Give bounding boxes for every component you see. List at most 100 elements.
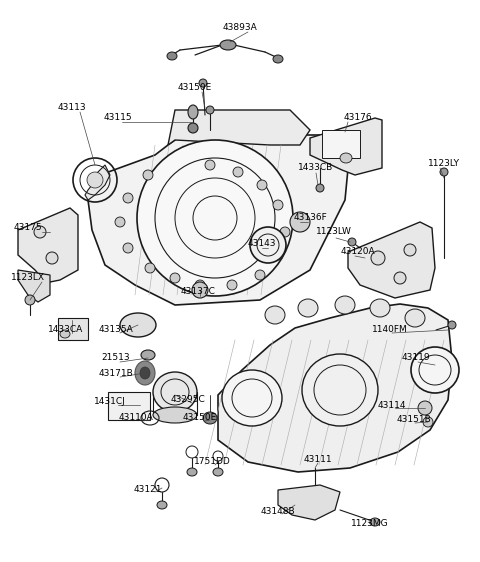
Ellipse shape (157, 501, 167, 509)
Text: 43120A: 43120A (341, 247, 375, 256)
Ellipse shape (195, 280, 205, 290)
Ellipse shape (298, 299, 318, 317)
Ellipse shape (418, 401, 432, 415)
Ellipse shape (153, 407, 197, 423)
Ellipse shape (255, 270, 265, 280)
Text: 43136F: 43136F (293, 214, 327, 223)
Bar (58, 318, 88, 340)
Text: 43151B: 43151B (396, 415, 432, 424)
Ellipse shape (140, 367, 150, 379)
Ellipse shape (170, 273, 180, 283)
Text: 21513: 21513 (102, 353, 130, 362)
Ellipse shape (123, 243, 133, 253)
Ellipse shape (187, 468, 197, 476)
Text: 43135A: 43135A (98, 325, 133, 334)
Ellipse shape (143, 170, 153, 180)
Ellipse shape (137, 140, 293, 296)
Text: 1123LW: 1123LW (316, 228, 352, 237)
Ellipse shape (135, 361, 155, 385)
Text: 1123LX: 1123LX (11, 274, 45, 283)
Text: 43143: 43143 (248, 239, 276, 248)
Bar (108, 392, 150, 420)
Ellipse shape (188, 105, 198, 119)
Ellipse shape (273, 250, 283, 260)
Text: 1433CB: 1433CB (299, 164, 334, 173)
Text: 43150E: 43150E (183, 414, 217, 423)
Polygon shape (18, 208, 78, 282)
Ellipse shape (192, 282, 208, 298)
Ellipse shape (25, 295, 35, 305)
Polygon shape (168, 110, 310, 145)
Text: 43171B: 43171B (98, 369, 133, 378)
Ellipse shape (411, 347, 459, 393)
Ellipse shape (440, 168, 448, 176)
Ellipse shape (199, 79, 207, 87)
Text: 1123LY: 1123LY (428, 160, 460, 169)
Polygon shape (348, 222, 435, 298)
Ellipse shape (145, 263, 155, 273)
Ellipse shape (335, 296, 355, 314)
Polygon shape (278, 485, 340, 520)
Text: 43121: 43121 (134, 486, 162, 495)
Ellipse shape (87, 172, 103, 188)
Ellipse shape (203, 412, 217, 424)
Text: 43115: 43115 (104, 114, 132, 123)
Ellipse shape (205, 160, 215, 170)
Polygon shape (88, 135, 350, 305)
Text: 43137C: 43137C (180, 288, 216, 297)
Text: 43119: 43119 (402, 353, 430, 362)
Text: 1433CA: 1433CA (48, 325, 84, 334)
Ellipse shape (220, 40, 236, 50)
Ellipse shape (227, 280, 237, 290)
Ellipse shape (257, 180, 267, 190)
Text: 1140FM: 1140FM (372, 325, 408, 334)
Text: 43114: 43114 (378, 401, 406, 410)
Text: 43175: 43175 (14, 224, 42, 233)
Ellipse shape (60, 330, 70, 338)
Ellipse shape (222, 370, 282, 426)
Polygon shape (310, 118, 382, 175)
Ellipse shape (265, 306, 285, 324)
Ellipse shape (167, 52, 177, 60)
Ellipse shape (250, 227, 286, 263)
Polygon shape (85, 165, 110, 200)
Text: 43150E: 43150E (178, 84, 212, 93)
Text: 43111: 43111 (304, 455, 332, 465)
Text: 1123MG: 1123MG (351, 519, 389, 528)
Ellipse shape (302, 354, 378, 426)
Text: 1751DD: 1751DD (193, 457, 230, 466)
Text: 43295C: 43295C (170, 396, 205, 405)
Ellipse shape (394, 272, 406, 284)
Ellipse shape (290, 212, 310, 232)
Ellipse shape (405, 309, 425, 327)
Text: 1431CJ: 1431CJ (94, 397, 126, 406)
Text: 43110A: 43110A (119, 414, 154, 423)
Ellipse shape (370, 299, 390, 317)
Text: 43113: 43113 (58, 103, 86, 112)
Ellipse shape (404, 244, 416, 256)
Ellipse shape (233, 167, 243, 177)
Ellipse shape (153, 372, 197, 412)
Ellipse shape (46, 252, 58, 264)
Ellipse shape (280, 227, 290, 237)
Ellipse shape (213, 468, 223, 476)
Text: 43893A: 43893A (223, 24, 257, 33)
Ellipse shape (273, 55, 283, 63)
Ellipse shape (188, 123, 198, 133)
Ellipse shape (448, 321, 456, 329)
Ellipse shape (115, 217, 125, 227)
Text: 43148B: 43148B (261, 507, 295, 516)
Ellipse shape (340, 153, 352, 163)
Ellipse shape (371, 251, 385, 265)
Ellipse shape (423, 417, 433, 427)
Ellipse shape (120, 313, 156, 337)
Ellipse shape (370, 518, 380, 526)
Polygon shape (218, 304, 452, 472)
Ellipse shape (123, 193, 133, 203)
Bar (322, 130, 360, 158)
Ellipse shape (316, 184, 324, 192)
Ellipse shape (34, 226, 46, 238)
Ellipse shape (273, 200, 283, 210)
Text: 43176: 43176 (344, 114, 372, 123)
Ellipse shape (206, 106, 214, 114)
